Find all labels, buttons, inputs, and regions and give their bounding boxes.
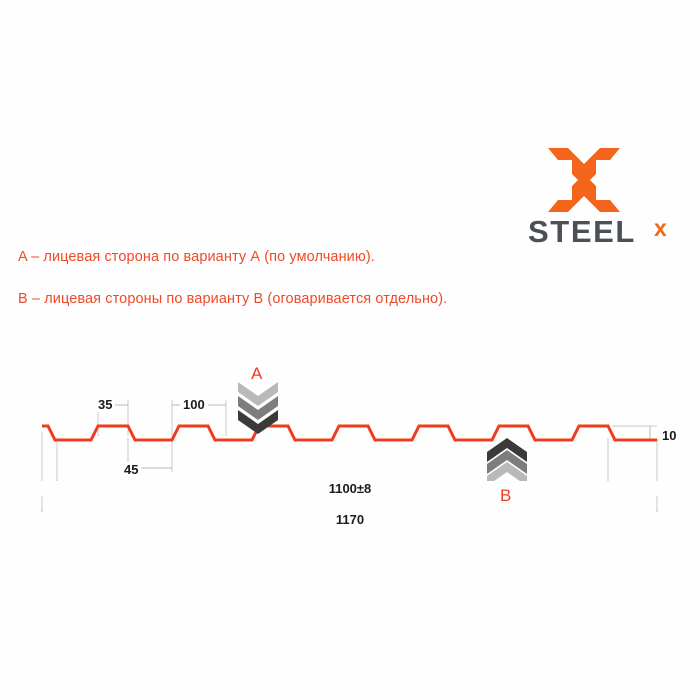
profile-outline: [42, 424, 657, 442]
dimension-label-overall-width: 1170: [0, 512, 700, 527]
brand-logo: STEEL x: [528, 146, 688, 251]
dimension-label-rib-height: 10: [659, 428, 680, 443]
marker-letter-a: A: [251, 364, 263, 383]
marker-b-chevrons: [487, 438, 527, 486]
dimension-label-working-width-text: 1100±8: [322, 481, 378, 496]
legend-line-b: B – лицевая стороны по варианту B (огова…: [18, 291, 448, 307]
dimension-label-rib-top: 35: [95, 397, 116, 412]
marker-letter-b: B: [500, 486, 512, 505]
dimension-label-working-width: 1100±8: [0, 481, 700, 496]
wordmark-steel: STEEL: [528, 214, 636, 249]
dimension-label-rib-pitch: 100: [180, 397, 208, 412]
marker-a-chevrons: [238, 382, 278, 434]
x-monogram-icon: [548, 148, 620, 212]
dimension-label-overall-width-text: 1170: [329, 512, 371, 527]
brand-wordmark: STEEL x: [528, 214, 667, 249]
extension-lines: [41, 400, 660, 518]
legend-line-a: A – лицевая сторона по варианту А (по ум…: [18, 249, 375, 265]
wordmark-x: x: [654, 215, 667, 241]
dimension-label-rib-base: 45: [121, 462, 142, 477]
